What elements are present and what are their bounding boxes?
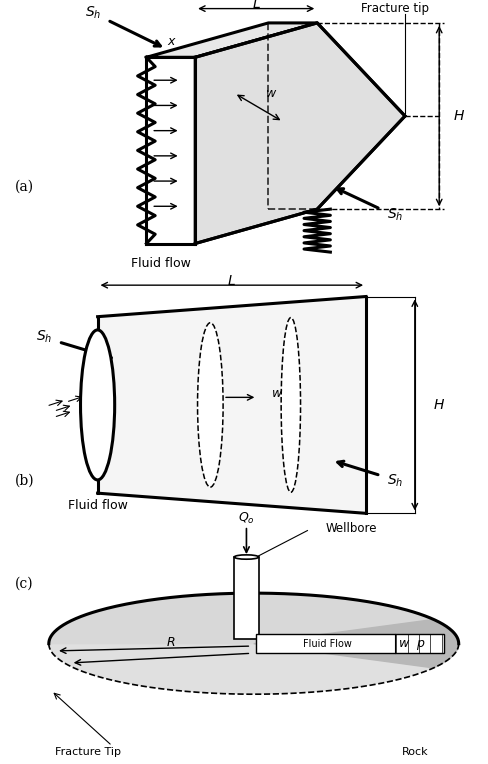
Text: Fracture Tip: Fracture Tip — [55, 747, 121, 757]
Ellipse shape — [49, 593, 459, 694]
Text: $S_h$: $S_h$ — [84, 5, 101, 21]
Text: w: w — [272, 387, 282, 400]
Text: H: H — [453, 109, 464, 123]
Ellipse shape — [234, 555, 259, 559]
Text: L: L — [252, 0, 260, 11]
Polygon shape — [98, 296, 366, 513]
Text: $S_h$: $S_h$ — [36, 329, 52, 345]
Text: $S_h$: $S_h$ — [387, 472, 404, 489]
Text: Fluid flow: Fluid flow — [68, 499, 127, 513]
Text: Fracture tip: Fracture tip — [362, 2, 429, 15]
Polygon shape — [254, 620, 459, 668]
Ellipse shape — [198, 322, 223, 487]
Text: Fluid Flow: Fluid Flow — [303, 639, 352, 649]
Text: H: H — [434, 398, 445, 412]
Polygon shape — [49, 593, 459, 643]
Ellipse shape — [81, 330, 115, 480]
Text: (a): (a) — [15, 180, 34, 193]
Text: (b): (b) — [15, 474, 34, 487]
Text: $S_h$: $S_h$ — [387, 207, 404, 223]
Text: w: w — [399, 637, 409, 650]
Polygon shape — [146, 23, 317, 57]
Text: Wellbore: Wellbore — [325, 522, 377, 535]
Ellipse shape — [281, 318, 301, 492]
Text: Rock: Rock — [402, 747, 428, 757]
Polygon shape — [195, 23, 405, 244]
Text: R: R — [166, 636, 175, 649]
Text: Fluid flow: Fluid flow — [131, 257, 191, 270]
Text: w: w — [265, 86, 276, 99]
Bar — [256, 634, 444, 653]
Text: (c): (c) — [15, 577, 34, 591]
Text: L: L — [228, 274, 236, 288]
Text: p: p — [416, 637, 424, 650]
Bar — [234, 557, 259, 639]
Text: x: x — [167, 35, 175, 48]
Text: $Q_o$: $Q_o$ — [238, 511, 255, 526]
